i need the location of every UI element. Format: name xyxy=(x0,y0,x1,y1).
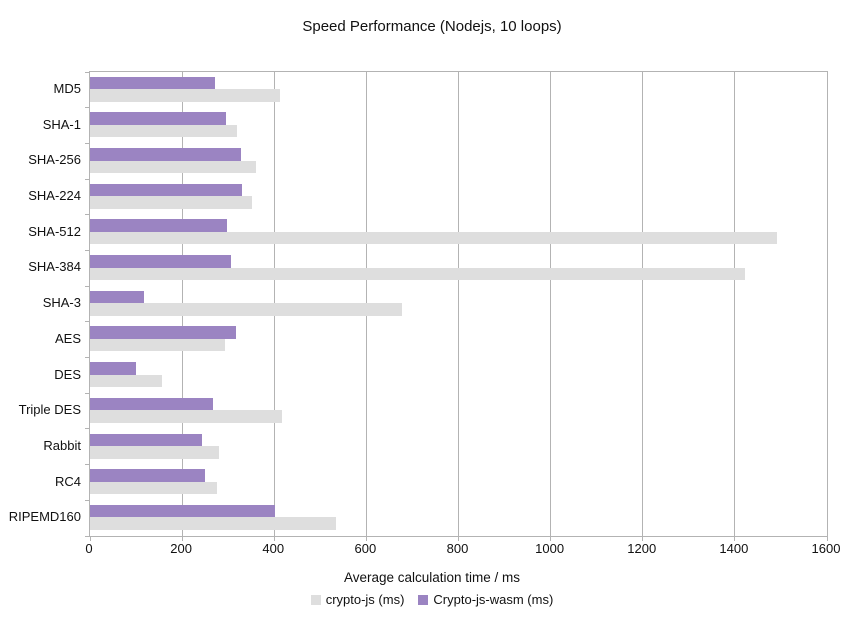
x-tick-label: 200 xyxy=(170,541,192,556)
legend-item: crypto-js (ms) xyxy=(310,592,405,607)
x-tick-label: 600 xyxy=(354,541,377,556)
category-label: AES xyxy=(54,330,81,346)
bar-crypto-js-wasm xyxy=(90,290,145,304)
bar-crypto-js-wasm xyxy=(90,76,215,90)
x-axis-tick xyxy=(89,536,91,541)
x-axis-tick xyxy=(458,536,459,541)
legend-swatch-icon xyxy=(418,594,429,605)
bar-crypto-js xyxy=(90,410,282,423)
y-axis-tick xyxy=(85,321,90,323)
x-axis-tick xyxy=(181,536,183,541)
category-label: SHA-3 xyxy=(42,295,81,311)
legend-label: Crypto-js-wasm (ms) xyxy=(433,592,554,607)
bar-crypto-js xyxy=(90,338,225,352)
plot-area xyxy=(85,71,828,541)
bar-crypto-js xyxy=(90,231,777,245)
x-axis-tick xyxy=(734,536,736,541)
x-tick-label: 1400 xyxy=(719,541,749,556)
bar-crypto-js xyxy=(90,303,402,316)
x-axis-tick xyxy=(550,536,552,541)
x-tick-label: 1200 xyxy=(627,541,657,556)
x-axis-tick xyxy=(273,536,275,541)
x-axis-tick xyxy=(826,536,828,541)
y-axis-tick xyxy=(85,285,90,287)
bar-crypto-js xyxy=(90,446,219,459)
bar-crypto-js xyxy=(90,267,745,281)
y-axis-tick xyxy=(85,142,90,144)
category-label: SHA-512 xyxy=(28,223,81,239)
x-tick-label: 800 xyxy=(446,541,469,556)
category-label: Rabbit xyxy=(43,437,81,453)
y-axis-tick xyxy=(85,428,90,430)
bar-crypto-js-wasm xyxy=(90,433,202,447)
bar-crypto-js-wasm xyxy=(90,148,242,161)
bar-crypto-js-wasm xyxy=(90,219,228,232)
x-axis-title: Average calculation time / ms xyxy=(343,570,521,585)
x-tick-label: 1600 xyxy=(811,541,841,556)
bar-crypto-js-wasm xyxy=(90,469,205,482)
y-axis-tick xyxy=(85,392,90,394)
gridline xyxy=(642,72,644,536)
bar-crypto-js xyxy=(90,517,337,530)
category-label: SHA-256 xyxy=(28,152,81,168)
y-axis-tick xyxy=(85,107,90,109)
x-axis-tick xyxy=(642,536,644,541)
category-label: SHA-1 xyxy=(42,116,81,132)
legend-item: Crypto-js-wasm (ms) xyxy=(418,592,553,607)
y-axis-tick xyxy=(85,178,90,180)
x-tick-label: 400 xyxy=(262,541,285,556)
legend-swatch-icon xyxy=(310,594,321,605)
category-label: DES xyxy=(54,366,81,382)
gridline xyxy=(734,72,736,536)
legend-label: crypto-js (ms) xyxy=(325,592,405,607)
bar-crypto-js-wasm xyxy=(90,397,213,411)
bar-crypto-js-wasm xyxy=(90,183,242,197)
bar-crypto-js-wasm xyxy=(90,112,227,125)
category-label: MD5 xyxy=(53,81,81,96)
y-axis-tick xyxy=(85,464,90,466)
gridline xyxy=(550,72,552,536)
bar-crypto-js-wasm xyxy=(90,255,232,268)
category-label: SHA-224 xyxy=(28,188,81,204)
bar-crypto-js xyxy=(90,124,238,138)
y-axis-tick xyxy=(85,214,90,216)
y-axis-tick xyxy=(85,357,90,359)
bar-crypto-js-wasm xyxy=(90,362,137,375)
bar-crypto-js xyxy=(90,160,257,173)
x-tick-label: 1000 xyxy=(535,541,565,556)
chart-title: Speed Performance (Nodejs, 10 loops) xyxy=(302,18,562,35)
category-label: Triple DES xyxy=(18,402,81,418)
bar-crypto-js xyxy=(90,374,162,388)
y-axis-labels: MD5 SHA-1 SHA-256 SHA-224 SHA-512 SHA-384 SHA-… xyxy=(0,71,81,535)
x-tick-label: 0 xyxy=(85,541,93,556)
y-axis-tick xyxy=(85,535,90,537)
bar-crypto-js xyxy=(90,89,281,102)
y-axis-tick xyxy=(85,499,90,501)
category-label: SHA-384 xyxy=(28,259,81,275)
bar-crypto-js xyxy=(90,481,218,495)
category-label: RIPEMD160 xyxy=(8,509,81,525)
x-axis-tick xyxy=(365,536,367,541)
bar-crypto-js-wasm xyxy=(90,326,237,339)
bar-crypto-js-wasm xyxy=(90,504,275,518)
y-axis-tick xyxy=(85,249,90,251)
legend: crypto-js (ms) Crypto-js-wasm (ms) xyxy=(0,592,864,607)
gridline xyxy=(458,72,459,536)
category-label: RC4 xyxy=(54,473,81,489)
bar-crypto-js xyxy=(90,196,253,209)
y-axis-tick xyxy=(85,71,90,73)
x-axis-tick-labels: 0 200 400 600 800 1000 1200 1400 1600 xyxy=(85,541,840,556)
